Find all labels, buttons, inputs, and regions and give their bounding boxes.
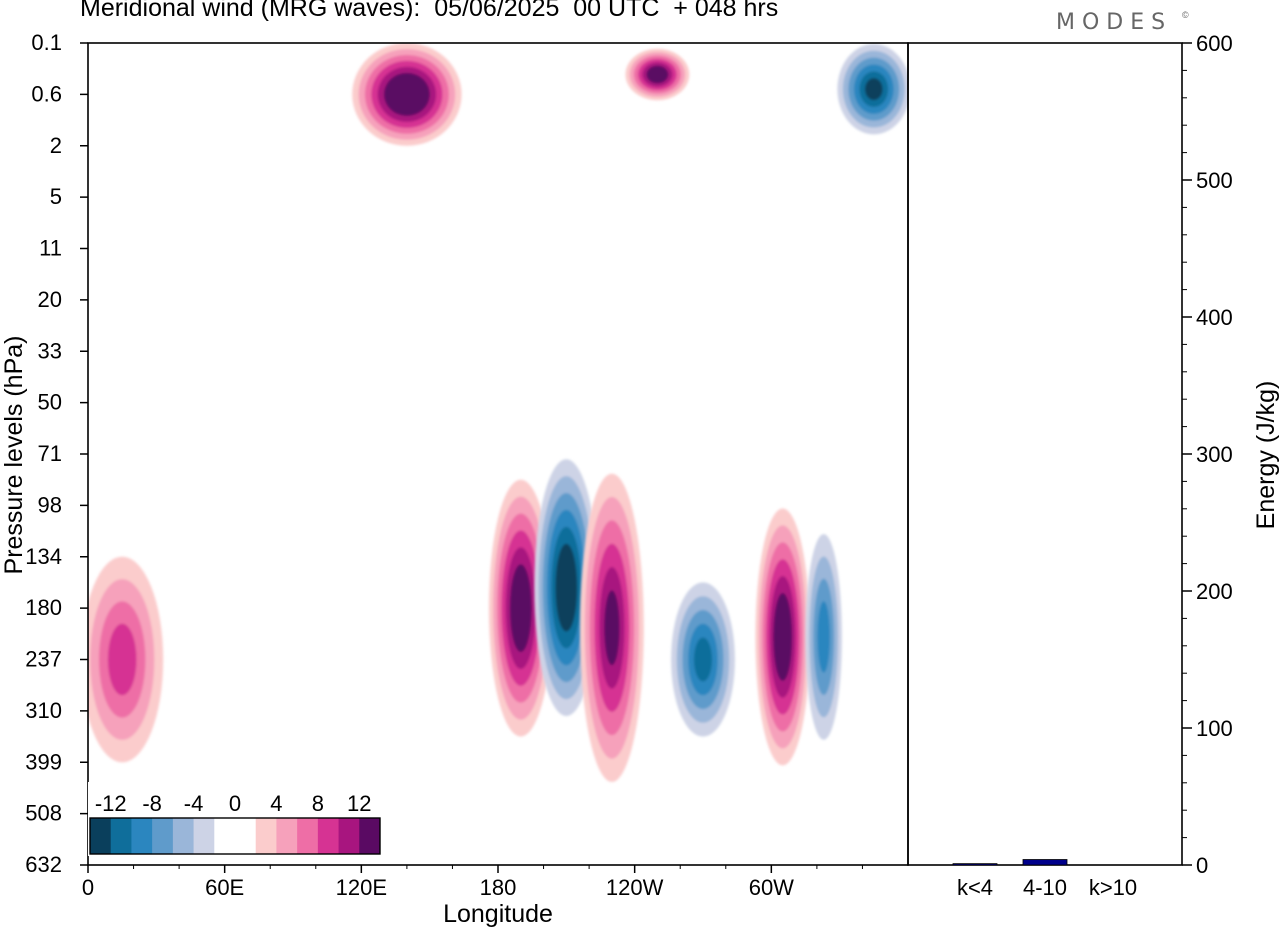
contour-band — [650, 69, 665, 80]
wind-cell — [625, 48, 690, 101]
wind-cell — [671, 582, 735, 737]
y-tick-label: 0.1 — [31, 30, 62, 55]
energy-tick-label: 600 — [1196, 31, 1233, 56]
colorbar-label: 12 — [347, 791, 371, 816]
colorbar-swatch — [172, 818, 195, 854]
colorbar-swatch — [338, 818, 360, 854]
contour-band — [776, 609, 789, 664]
colorbar-label: -4 — [184, 791, 204, 816]
y-tick-label: 11 — [39, 236, 62, 261]
x-axis-label: Longitude — [443, 900, 553, 928]
energy-category-label: k>10 — [1089, 875, 1137, 900]
colorbar-label: -12 — [95, 791, 127, 816]
y-tick-label: 50 — [38, 390, 62, 415]
x-tick-label: 60W — [749, 875, 794, 900]
colorbar-swatch — [152, 818, 174, 854]
wind-cell — [488, 479, 553, 737]
y-tick-label: 508 — [25, 801, 62, 826]
x-tick-label: 180 — [480, 875, 517, 900]
x-tick-label: 120W — [606, 875, 664, 900]
pressure-axis: 0.1 0.6 2 5 11 20 33 50 71 98 134 180 237 310 399 508 63… — [25, 30, 88, 877]
y-tick-label: 237 — [25, 647, 62, 672]
colorbar-swatch — [110, 818, 132, 854]
colorbar-label: 0 — [229, 791, 241, 816]
energy-category-label: k<4 — [957, 875, 993, 900]
energy-tick-label: 400 — [1196, 305, 1233, 330]
energy-tick-label: 200 — [1196, 579, 1233, 604]
contour-band — [693, 637, 713, 682]
contour-band — [604, 590, 620, 666]
y-tick-label: 180 — [25, 595, 62, 620]
energy-tick-label: 500 — [1196, 168, 1233, 193]
energy-tick-label: 300 — [1196, 442, 1233, 467]
wind-cell — [805, 534, 842, 740]
colorbar-label: 8 — [312, 791, 324, 816]
colorbar-frame — [89, 817, 381, 855]
energy-bars: k<4 4-10 k>10 — [952, 859, 1137, 900]
wind-cell — [88, 556, 164, 763]
colorbar-swatch — [255, 818, 277, 854]
x-tick-label: 60E — [205, 875, 244, 900]
wind-cell — [352, 43, 462, 146]
contour-band — [865, 78, 883, 101]
y-tick-label: 20 — [38, 287, 62, 312]
colorbar-label: -8 — [142, 791, 162, 816]
colorbar-swatch — [317, 818, 340, 854]
colorbar-label: 4 — [270, 791, 282, 816]
colorbar-swatch — [193, 818, 215, 854]
energy-panel-frame — [907, 42, 1183, 866]
energy-tick-label: 0 — [1196, 853, 1208, 878]
chart-title: Meridional wind (MRG waves): 05/06/2025 … — [80, 0, 779, 22]
wind-field — [88, 43, 908, 782]
colorbar-swatch — [214, 818, 236, 854]
y-tick-label: 399 — [25, 749, 62, 774]
colorbar-swatch — [131, 818, 153, 854]
colorbar-swatch — [235, 818, 257, 854]
wind-cell — [580, 473, 644, 782]
energy-axis-label: Energy (J/kg) — [1252, 381, 1280, 530]
y-tick-label: 71 — [38, 441, 62, 466]
x-tick-label: 0 — [82, 875, 94, 900]
longitude-axis: 0 60E 120E 180 120W 60W — [82, 865, 863, 900]
y-tick-label: 0.6 — [31, 81, 62, 106]
y-tick-label: 134 — [25, 544, 62, 569]
wind-cell — [837, 43, 908, 135]
contour-band — [514, 581, 528, 636]
colorbar-swatch — [90, 818, 112, 854]
y-tick-label: 2 — [50, 133, 62, 158]
y-axis-label: Pressure levels (hPa) — [0, 336, 28, 575]
contour-band — [817, 601, 830, 673]
energy-bar — [952, 863, 998, 866]
colorbar-swatch — [276, 818, 298, 854]
energy-bar — [1022, 859, 1068, 866]
y-tick-label: 5 — [50, 184, 62, 209]
contour-band — [396, 84, 418, 104]
energy-category-label: 4-10 — [1023, 875, 1067, 900]
y-tick-label: 632 — [25, 852, 62, 877]
x-tick-label: 120E — [336, 875, 387, 900]
y-tick-label: 310 — [25, 698, 62, 723]
y-tick-label: 98 — [38, 492, 62, 517]
colorbar-swatch — [359, 818, 381, 854]
energy-axis: 0 100 200 300 400 500 600 — [1182, 31, 1233, 878]
contour-band — [107, 623, 137, 696]
brand-logo: MODES — [1056, 10, 1173, 35]
energy-tick-label: 100 — [1196, 716, 1233, 741]
colorbar-swatch — [297, 818, 319, 854]
copyright-mark: © — [1182, 10, 1189, 20]
contour-band — [559, 560, 573, 615]
y-tick-label: 33 — [38, 338, 62, 363]
colorbar: -12 -8 -4 0 4 8 12 — [88, 782, 382, 856]
wind-cell — [755, 508, 810, 766]
